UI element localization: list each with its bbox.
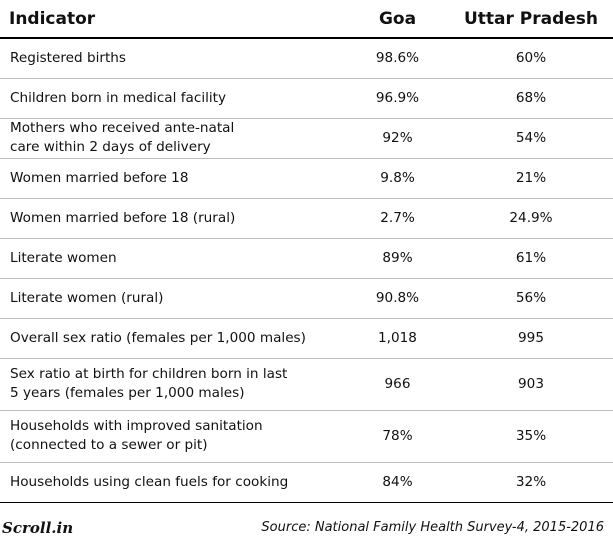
indicator-cell: Mothers who received ante-natal care with… [0, 118, 330, 159]
goa-value-cell: 92% [330, 118, 445, 159]
indicator-label-line: Mothers who received ante-natal [10, 120, 235, 136]
goa-value-cell: 1,018 [330, 318, 445, 359]
indicator-cell: Women married before 18 [0, 158, 330, 199]
table-row: Households with improved sanitation (conn… [0, 410, 613, 463]
table-row: Women married before 18 (rural) 2.7% 24.9% [0, 198, 613, 239]
column-header-uttar-pradesh: Uttar Pradesh [445, 0, 613, 39]
indicator-cell: Literate women [0, 238, 330, 279]
indicator-label-line: (connected to a sewer or pit) [10, 437, 208, 453]
uttar-pradesh-value-cell: 60% [445, 38, 613, 79]
goa-value-cell: 89% [330, 238, 445, 279]
indicator-cell: Registered births [0, 38, 330, 79]
indicator-cell: Overall sex ratio (females per 1,000 mal… [0, 318, 330, 359]
uttar-pradesh-value-cell: 61% [445, 238, 613, 279]
indicator-label-line: Registered births [10, 49, 127, 66]
indicator-label-line: Literate women (rural) [10, 289, 164, 306]
source-note: Source: National Family Health Survey-4,… [261, 520, 604, 535]
goa-value-cell: 96.9% [330, 78, 445, 119]
uttar-pradesh-value-cell: 68% [445, 78, 613, 119]
indicator-cell: Households using clean fuels for cooking [0, 462, 330, 503]
indicator-cell: Households with improved sanitation (conn… [0, 410, 330, 463]
table-row: Literate women (rural) 90.8% 56% [0, 278, 613, 319]
uttar-pradesh-value-cell: 35% [445, 410, 613, 463]
scroll-logo: Scroll.in [2, 519, 74, 537]
indicator-label-line: Sex ratio at birth for children born in … [10, 366, 288, 382]
footer: Scroll.in Source: National Family Health… [0, 513, 613, 544]
goa-value-cell: 9.8% [330, 158, 445, 199]
table-body: Registered births 98.6% 60% Children born i… [0, 38, 613, 503]
indicator-label-line: Overall sex ratio (females per 1,000 mal… [10, 329, 306, 346]
table-row: Overall sex ratio (females per 1,000 mal… [0, 318, 613, 359]
indicator-table: Indicator Goa Uttar Pradesh Registered b… [0, 0, 613, 503]
table-row: Children born in medical facility 96.9% 68… [0, 78, 613, 119]
indicator-cell: Literate women (rural) [0, 278, 330, 319]
table-row: Literate women 89% 61% [0, 238, 613, 279]
goa-value-cell: 78% [330, 410, 445, 463]
uttar-pradesh-value-cell: 24.9% [445, 198, 613, 239]
indicator-label-line: 5 years (females per 1,000 males) [10, 385, 245, 401]
indicator-label-line: Households using clean fuels for cooking [10, 473, 289, 490]
goa-value-cell: 98.6% [330, 38, 445, 79]
uttar-pradesh-value-cell: 56% [445, 278, 613, 319]
column-header-indicator: Indicator [0, 0, 330, 39]
uttar-pradesh-value-cell: 995 [445, 318, 613, 359]
indicator-label-line: Literate women [10, 249, 117, 266]
indicator-label-line: care within 2 days of delivery [10, 139, 211, 155]
indicator-cell: Sex ratio at birth for children born in … [0, 358, 330, 411]
table-row: Women married before 18 9.8% 21% [0, 158, 613, 199]
table-row: Households using clean fuels for cooking… [0, 462, 613, 503]
uttar-pradesh-value-cell: 21% [445, 158, 613, 199]
table-row: Registered births 98.6% 60% [0, 38, 613, 79]
indicator-label-line: Households with improved sanitation [10, 418, 263, 434]
uttar-pradesh-value-cell: 54% [445, 118, 613, 159]
goa-value-cell: 2.7% [330, 198, 445, 239]
goa-value-cell: 90.8% [330, 278, 445, 319]
table-header: Indicator Goa Uttar Pradesh [0, 0, 613, 39]
goa-value-cell: 966 [330, 358, 445, 411]
uttar-pradesh-value-cell: 32% [445, 462, 613, 503]
header-row: Indicator Goa Uttar Pradesh [0, 0, 613, 39]
indicator-cell: Women married before 18 (rural) [0, 198, 330, 239]
indicator-label-line: Women married before 18 (rural) [10, 209, 236, 226]
goa-value-cell: 84% [330, 462, 445, 503]
uttar-pradesh-value-cell: 903 [445, 358, 613, 411]
column-header-goa: Goa [330, 0, 445, 39]
indicator-label-line: Women married before 18 [10, 169, 189, 186]
indicator-cell: Children born in medical facility [0, 78, 330, 119]
indicator-label-line: Children born in medical facility [10, 89, 227, 106]
table-row: Mothers who received ante-natal care with… [0, 118, 613, 159]
table-row: Sex ratio at birth for children born in … [0, 358, 613, 411]
